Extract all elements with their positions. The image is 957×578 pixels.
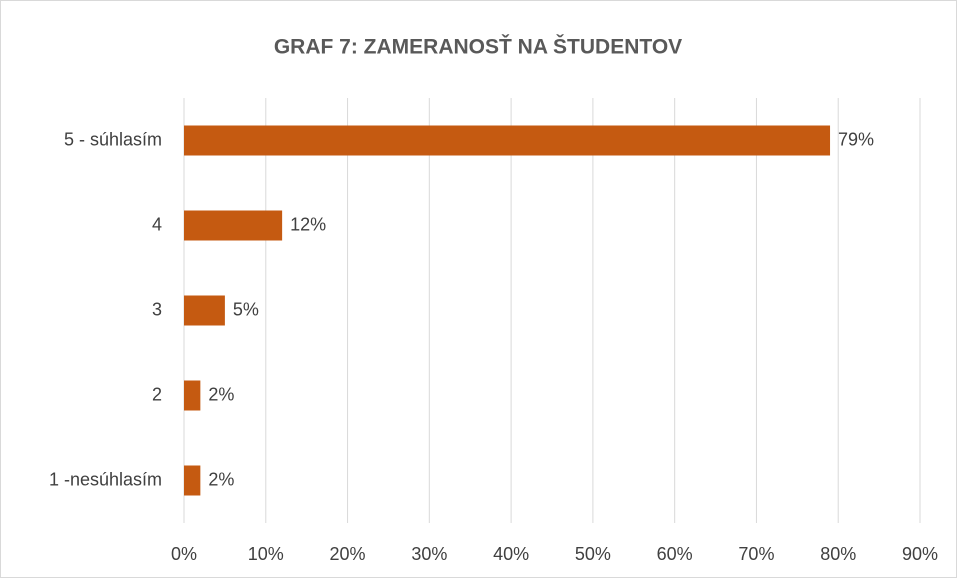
x-tick-label: 70% [738,544,774,564]
chart-title: GRAF 7: ZAMERANOSŤ NA ŠTUDENTOV [274,35,682,59]
x-tick-label: 50% [575,544,611,564]
x-tick-label: 10% [248,544,284,564]
data-label: 5% [233,299,259,319]
x-tick-label: 80% [820,544,856,564]
bar [184,125,831,156]
data-label: 12% [290,214,326,234]
data-label: 2% [208,469,234,489]
x-tick-label: 0% [171,544,197,564]
x-tick-label: 20% [330,544,366,564]
y-tick-label: 1 -nesúhlasím [49,469,162,489]
y-tick-label: 3 [152,299,162,319]
x-tick-label: 30% [411,544,447,564]
x-tick-label: 90% [902,544,938,564]
bar [184,380,201,411]
bar [184,210,283,241]
bar [184,465,201,496]
y-tick-label: 5 - súhlasím [64,129,162,149]
y-tick-label: 2 [152,384,162,404]
y-tick-label: 4 [152,214,162,234]
data-label: 79% [838,129,874,149]
x-tick-label: 40% [493,544,529,564]
data-label: 2% [208,384,234,404]
x-tick-label: 60% [657,544,693,564]
bar [184,295,225,326]
